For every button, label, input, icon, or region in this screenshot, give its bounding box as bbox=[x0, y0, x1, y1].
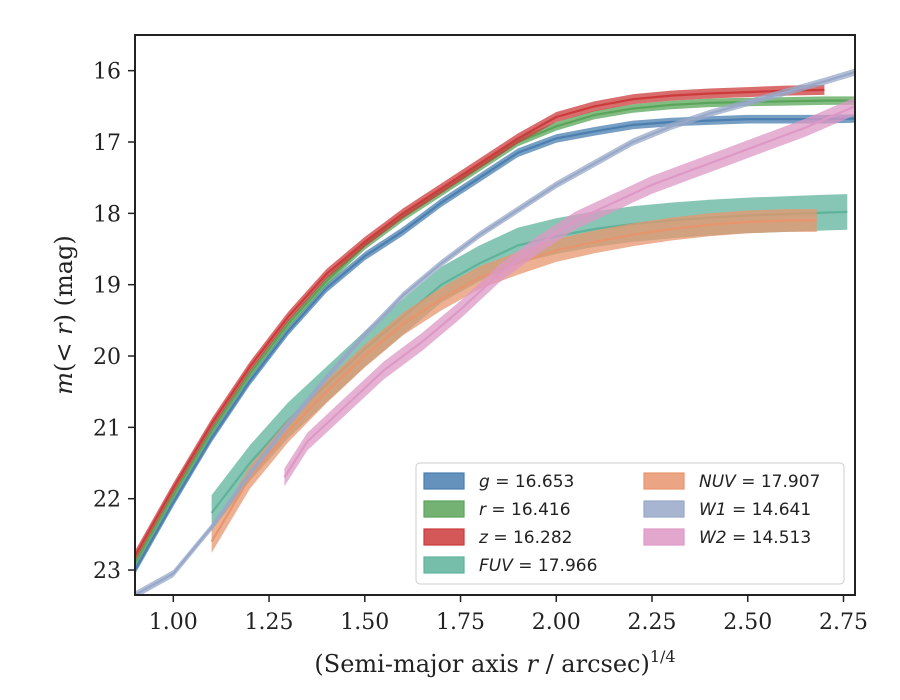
series-line-g bbox=[135, 117, 855, 571]
series-line-w1 bbox=[135, 71, 855, 595]
series-w2 bbox=[283, 97, 855, 487]
series-g bbox=[135, 114, 855, 575]
legend-label-z: z = 16.282 bbox=[478, 528, 572, 548]
x-tick-label: 2.25 bbox=[628, 610, 677, 635]
x-tick-label: 2.75 bbox=[819, 610, 868, 635]
y-tick-label: 22 bbox=[93, 488, 121, 513]
y-tick-label: 18 bbox=[93, 202, 121, 227]
legend-label-nuv: NUV = 17.907 bbox=[699, 472, 820, 492]
legend-swatch-w2 bbox=[643, 528, 685, 546]
legend-swatch-fuv bbox=[423, 556, 465, 574]
series-z bbox=[135, 84, 825, 561]
y-tick-label: 17 bbox=[93, 131, 121, 156]
legend-box bbox=[415, 462, 845, 585]
legend-label-w1: W1 = 14.641 bbox=[699, 500, 811, 520]
legend-label-w2: W2 = 14.513 bbox=[699, 528, 811, 548]
x-tick-label: 1.50 bbox=[340, 610, 389, 635]
legend-label-r: r = 16.416 bbox=[479, 500, 571, 520]
y-tick-label: 23 bbox=[93, 559, 121, 584]
y-axis-title: m(< r) (mag) bbox=[50, 235, 78, 395]
tick-layer: 1.00 1.25 1.50 1.75 2.00 2.25 2.50 2.75 16 17 18 19… bbox=[93, 60, 868, 635]
x-axis-title: (Semi-major axis r / arcsec)1/4 bbox=[314, 647, 675, 678]
legend-swatch-nuv bbox=[643, 472, 685, 490]
series-band-w2 bbox=[284, 97, 855, 487]
plot-frame bbox=[134, 34, 856, 596]
y-tick-label: 20 bbox=[93, 345, 121, 370]
x-tick-label: 1.00 bbox=[149, 610, 198, 635]
legend-swatch-z bbox=[423, 528, 465, 546]
series-line-z bbox=[135, 88, 825, 557]
y-tick-label: 19 bbox=[93, 274, 121, 299]
legend: g = 16.653 r = 16.416 z = 16.282 FUV = 17.9… bbox=[415, 462, 845, 585]
legend-swatch-w1 bbox=[643, 500, 685, 518]
x-tick-label: 1.75 bbox=[436, 610, 485, 635]
legend-swatch-r bbox=[423, 500, 465, 518]
series-band-nuv bbox=[211, 209, 817, 553]
series-line-w2 bbox=[283, 105, 855, 478]
y-tick-label: 16 bbox=[93, 60, 121, 85]
y-tick-label: 21 bbox=[93, 416, 121, 441]
x-tick-label: 1.25 bbox=[245, 610, 294, 635]
legend-swatch-g bbox=[423, 472, 465, 490]
legend-label-g: g = 16.653 bbox=[479, 472, 574, 492]
series-layer bbox=[135, 68, 855, 595]
legend-label-fuv: FUV = 17.966 bbox=[479, 556, 597, 576]
x-tick-label: 2.00 bbox=[532, 610, 581, 635]
x-tick-label: 2.50 bbox=[723, 610, 772, 635]
series-w1 bbox=[135, 68, 855, 595]
